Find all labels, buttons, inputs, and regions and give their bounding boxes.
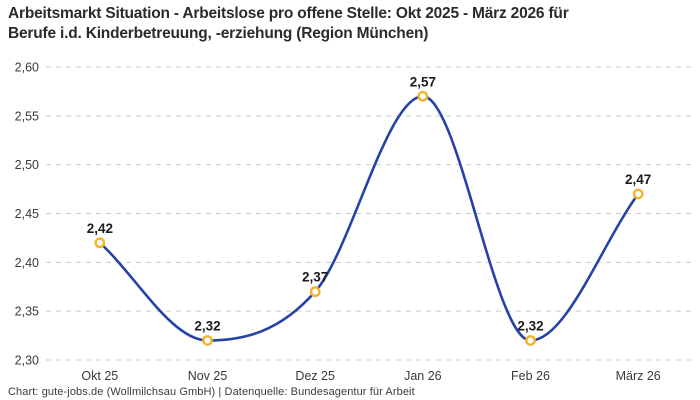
data-point-label: 2,32 xyxy=(194,318,220,333)
y-axis-tick-label: 2,45 xyxy=(15,207,39,221)
y-axis-tick-label: 2,35 xyxy=(15,305,39,319)
x-axis-tick-label: Dez 25 xyxy=(295,369,335,383)
x-axis-tick-label: Okt 25 xyxy=(81,369,118,383)
y-axis-tick-label: 2,50 xyxy=(15,158,39,172)
chart-title: Arbeitsmarkt Situation - Arbeitslose pro… xyxy=(8,4,692,44)
data-point-marker xyxy=(202,335,213,346)
x-axis-tick-label: Jan 26 xyxy=(404,369,442,383)
data-point-label: 2,37 xyxy=(302,270,328,285)
chart-title-line1: Arbeitsmarkt Situation - Arbeitslose pro… xyxy=(8,5,569,22)
data-point-marker xyxy=(525,335,536,346)
y-axis-tick-label: 2,40 xyxy=(15,256,39,270)
x-axis-tick-label: März 26 xyxy=(616,369,661,383)
data-point-marker xyxy=(309,286,321,298)
data-point-marker xyxy=(417,90,429,102)
x-axis-tick-label: Feb 26 xyxy=(511,369,550,383)
data-point-label: 2,42 xyxy=(87,221,113,236)
chart-title-line2: Berufe i.d. Kinderbetreuung, -erziehung … xyxy=(8,25,429,42)
series-line xyxy=(98,94,640,342)
data-point-label: 2,57 xyxy=(410,74,436,89)
y-axis-tick-label: 2,60 xyxy=(15,61,39,75)
data-point-marker xyxy=(94,237,106,249)
chart-footer: Chart: gute-jobs.de (Wollmilchsau GmbH) … xyxy=(8,386,415,398)
y-axis-tick-label: 2,30 xyxy=(15,354,39,368)
x-axis-tick-label: Nov 25 xyxy=(188,369,228,383)
y-axis-tick-label: 2,55 xyxy=(15,109,39,123)
data-point-label: 2,47 xyxy=(625,172,651,187)
data-point-marker xyxy=(632,188,644,200)
data-point-label: 2,32 xyxy=(517,318,543,333)
